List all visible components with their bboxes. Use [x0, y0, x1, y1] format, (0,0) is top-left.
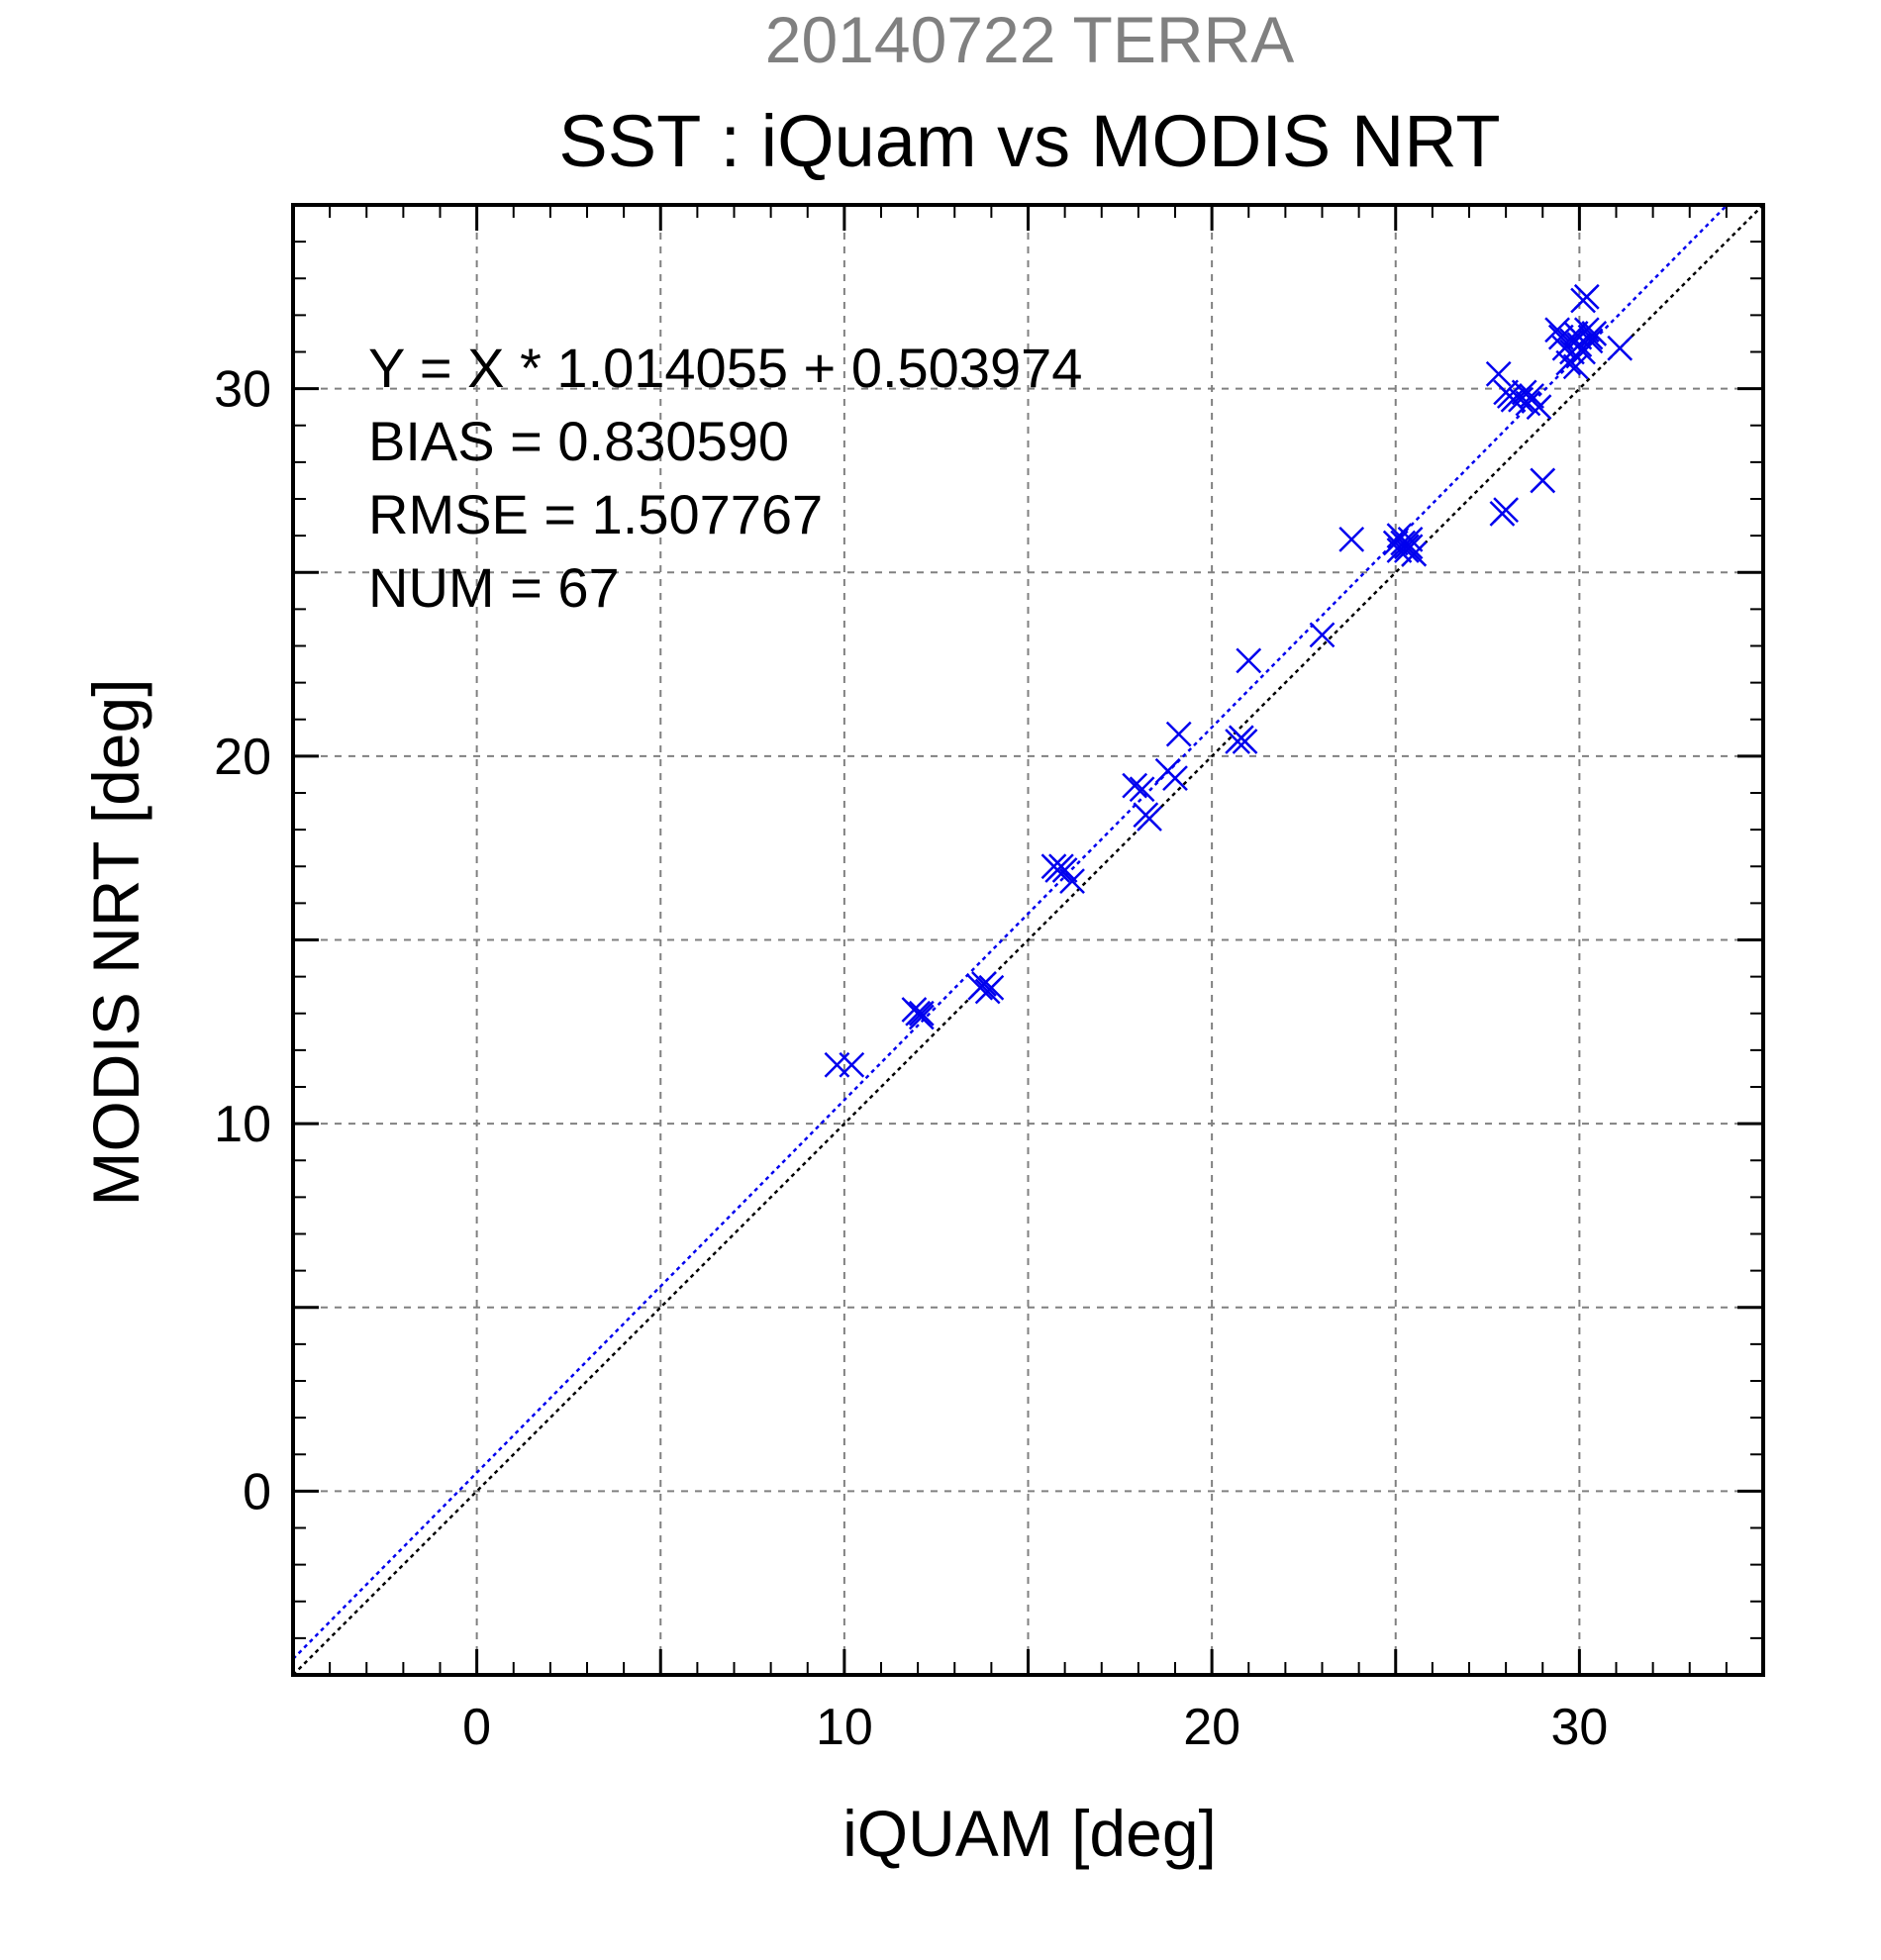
data-point-marker — [1051, 857, 1078, 883]
num-stat: NUM = 67 — [368, 556, 620, 619]
tick-labels: 0 10 20 30 0 10 20 30 — [214, 361, 1608, 1756]
data-point-marker — [1133, 802, 1159, 829]
y-axis-label: MODIS NRT [deg] — [79, 678, 152, 1206]
data-point-marker — [1162, 765, 1188, 792]
bias-stat: BIAS = 0.830590 — [368, 410, 789, 472]
reference-lines — [292, 204, 1764, 1676]
data-points — [824, 283, 1634, 1078]
x-tick-label: 0 — [462, 1699, 491, 1756]
data-point-marker — [1059, 868, 1085, 894]
data-point-marker — [1236, 647, 1262, 674]
minor-ticks — [293, 205, 1763, 1675]
x-axis-label: iQUAM [deg] — [842, 1797, 1217, 1870]
y-tick-label: 10 — [214, 1096, 271, 1153]
data-point-marker — [1309, 622, 1336, 648]
data-point-marker — [1397, 526, 1424, 552]
data-point-marker — [1573, 283, 1600, 310]
data-point-marker — [1165, 721, 1192, 747]
data-point-marker — [1401, 540, 1428, 567]
data-point-marker — [901, 997, 928, 1023]
data-point-marker — [1562, 353, 1589, 380]
rmse-stat: RMSE = 1.507767 — [368, 483, 823, 545]
data-point-marker — [1044, 857, 1071, 883]
fit-equation: Y = X * 1.014055 + 0.503974 — [368, 337, 1082, 399]
data-point-marker — [1526, 394, 1552, 421]
x-tick-label: 30 — [1550, 1699, 1608, 1756]
data-point-marker — [1581, 321, 1608, 346]
y-tick-label: 20 — [214, 729, 271, 786]
y-tick-label: 30 — [214, 361, 271, 419]
data-point-marker — [1559, 339, 1585, 365]
data-point-marker — [1530, 467, 1556, 494]
data-point-marker — [1232, 729, 1258, 754]
chart-title: SST : iQuam vs MODIS NRT — [558, 100, 1500, 182]
plot-frame — [291, 203, 1765, 1677]
data-point-marker — [1338, 526, 1365, 552]
data-point-marker — [1485, 360, 1512, 387]
x-tick-label: 10 — [816, 1699, 873, 1756]
data-point-marker — [908, 1000, 935, 1027]
data-point-marker — [1577, 328, 1604, 354]
data-point-marker — [1570, 339, 1596, 365]
data-point-marker — [971, 971, 997, 997]
y-tick-label: 0 — [243, 1463, 271, 1520]
identity-line — [292, 204, 1764, 1676]
data-point-marker — [978, 974, 1005, 1001]
data-point-marker — [1397, 534, 1424, 560]
x-tick-label: 20 — [1183, 1699, 1240, 1756]
data-point-marker — [1607, 335, 1634, 361]
data-point-marker — [1122, 772, 1148, 799]
data-point-marker — [1493, 497, 1520, 524]
data-point-marker — [1544, 317, 1570, 343]
data-point-marker — [1129, 776, 1155, 803]
chart-suptitle: 20140722 TERRA — [765, 3, 1294, 76]
data-point-marker — [839, 1051, 865, 1078]
stats-annotation: Y = X * 1.014055 + 0.503974 BIAS = 0.830… — [368, 337, 1082, 619]
data-point-marker — [1519, 383, 1544, 409]
